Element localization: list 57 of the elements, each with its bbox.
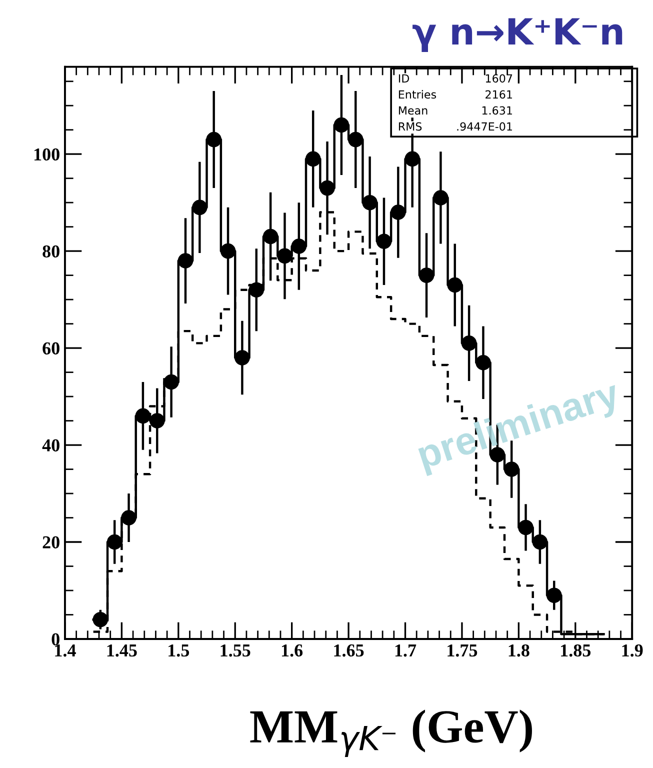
point (178, 253, 194, 268)
point (248, 282, 264, 298)
x-tick-label: 1.85 (561, 644, 591, 657)
point (518, 520, 534, 536)
annotation: ID (398, 74, 410, 82)
point (149, 413, 165, 428)
point (404, 151, 420, 167)
y-tick-label: 60 (42, 342, 60, 354)
annotation: Entries (398, 90, 436, 99)
point (376, 234, 392, 250)
annotation: 1607 (486, 74, 512, 83)
annotation: .9447E-01 (457, 122, 512, 131)
x-tick-label: 1.4 (55, 644, 76, 657)
y-tick-label: 20 (42, 536, 60, 548)
y-tick-label: 80 (42, 245, 60, 258)
x-tick-label: 1.65 (334, 644, 364, 657)
point (220, 243, 236, 259)
annotation: RMS (398, 122, 422, 131)
annotation: 1.631 (482, 106, 512, 115)
x-tick-label: 1.5 (168, 644, 190, 657)
x-tick-label: 1.6 (282, 644, 303, 657)
point (320, 180, 335, 196)
point (546, 588, 562, 603)
x-tick-label: 1.8 (508, 644, 530, 657)
point (234, 350, 250, 366)
x-tick-label: 1.45 (107, 644, 137, 657)
x-tick-label: 1.7 (395, 644, 416, 657)
point (362, 194, 378, 210)
chart-title: γ n→K⁺K⁻n (412, 18, 622, 52)
point (305, 151, 321, 167)
y-tick-label: 0 (52, 633, 60, 646)
point (291, 238, 307, 254)
annotation: Mean (398, 106, 428, 115)
point (206, 132, 222, 148)
y-tick-label: 40 (42, 439, 60, 452)
annotation: 2161 (486, 90, 512, 99)
point (348, 132, 364, 148)
point (390, 204, 406, 220)
point (121, 510, 136, 526)
point (334, 117, 350, 133)
point (135, 408, 151, 424)
point (418, 268, 434, 283)
point (461, 336, 477, 351)
x-axis-title: MM$_{γK⁻}$ (GeV) (250, 710, 532, 757)
point (192, 200, 208, 216)
point (106, 534, 122, 550)
x-tick-label: 1.9 (622, 644, 643, 657)
point (532, 534, 548, 550)
x-tick-label: 1.55 (220, 644, 250, 657)
point (476, 354, 491, 370)
point (447, 277, 463, 293)
y-tick-label: 100 (34, 148, 60, 161)
point (277, 248, 292, 264)
point (262, 228, 278, 244)
x-tick-label: 1.75 (448, 644, 478, 657)
point (164, 374, 179, 390)
point (433, 190, 448, 206)
